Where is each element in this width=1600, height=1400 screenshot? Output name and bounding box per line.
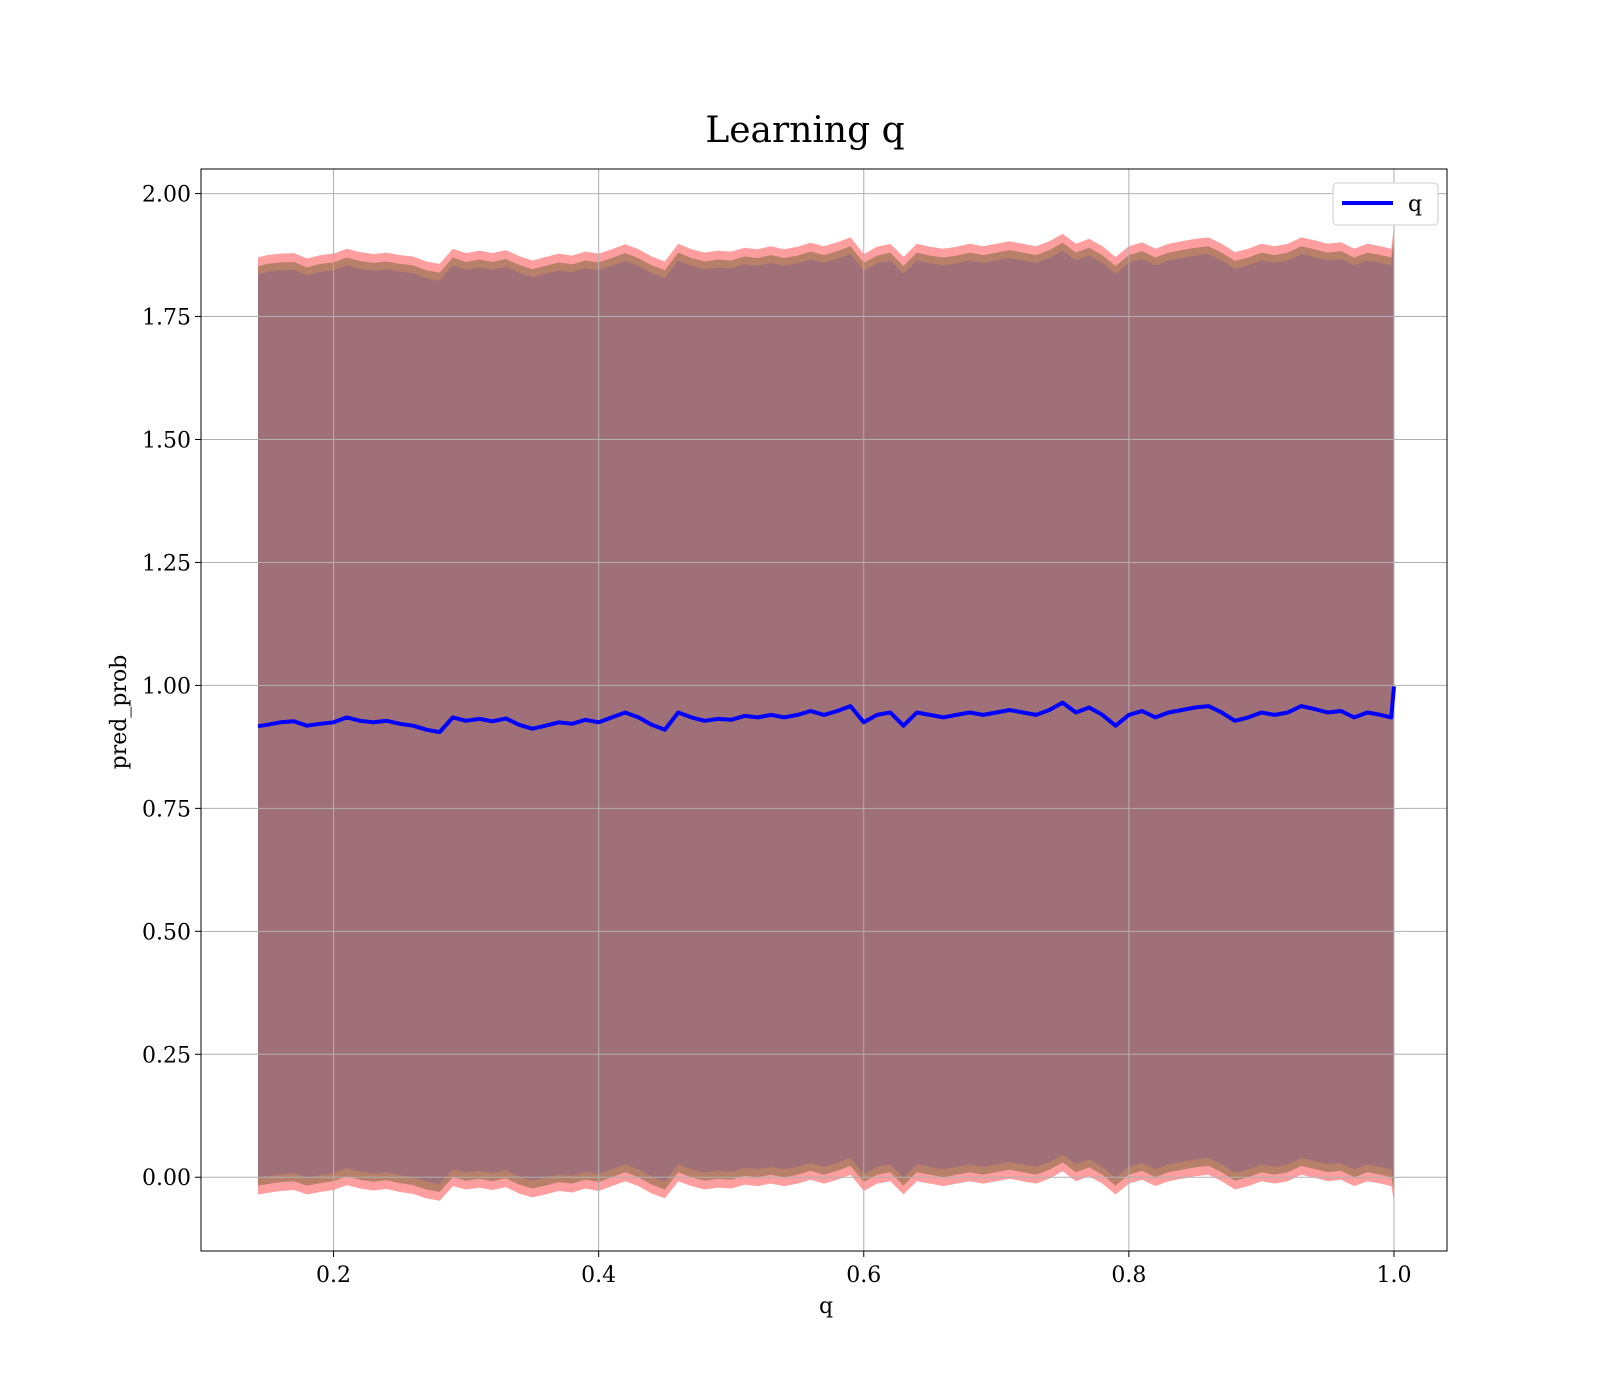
y-tick-label: 2.00 <box>142 183 191 208</box>
y-tick-label: 1.00 <box>142 674 191 699</box>
y-tick-label: 1.25 <box>142 551 191 576</box>
y-tick-label: 0.25 <box>142 1043 191 1068</box>
y-tick-label: 0.00 <box>142 1166 191 1191</box>
chart-title: Learning q <box>705 110 904 151</box>
y-tick-label: 0.50 <box>142 920 191 945</box>
y-axis-label: pred_prob <box>107 655 132 770</box>
legend-entry-q: q <box>1408 192 1422 217</box>
legend: q <box>1332 182 1439 226</box>
plot-frame <box>200 168 1448 1252</box>
x-tick-label: 0.6 <box>846 1263 881 1288</box>
y-tick-label: 1.75 <box>142 306 191 331</box>
series-line-q <box>257 686 1396 735</box>
x-axis-label: q <box>819 1294 833 1319</box>
x-tick-label: 0.4 <box>581 1263 616 1288</box>
y-tick-label: 0.75 <box>142 797 191 822</box>
x-tick-label: 1.0 <box>1376 1263 1411 1288</box>
x-tick-label: 0.2 <box>316 1263 351 1288</box>
plot-area: 0.2 0.4 0.6 0.8 1.0 0.00 0.25 0.50 0.75 1.00 1.25 1… <box>142 168 1448 1288</box>
y-tick-label: 1.50 <box>142 429 191 454</box>
x-tick-label: 0.8 <box>1111 1263 1146 1288</box>
